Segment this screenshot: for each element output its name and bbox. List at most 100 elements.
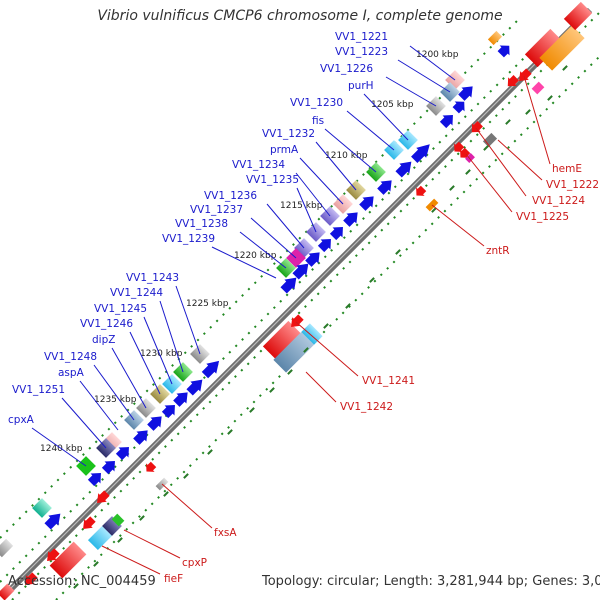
leader-line	[397, 59, 451, 93]
gene-label-forward: VV1_1246	[80, 318, 133, 330]
scale-tick	[449, 185, 455, 191]
leader-line	[299, 157, 344, 205]
gene-label-forward: VV1_1234	[232, 159, 285, 171]
leader-line	[475, 127, 527, 197]
cds-arrow	[87, 473, 101, 487]
leader-line	[79, 380, 119, 431]
leader-line	[101, 545, 161, 575]
scale-tick	[483, 145, 489, 151]
rna-arrow	[519, 68, 532, 81]
cds-arrow	[497, 45, 510, 58]
cds-arrow	[458, 86, 473, 101]
gene-label-forward: dipZ	[92, 334, 115, 346]
cds-arrow	[452, 101, 465, 114]
gene-label-reverse: VV1_1242	[340, 401, 393, 413]
gene-label-reverse: VV1_1224	[532, 195, 585, 207]
rna-arrow	[460, 147, 471, 158]
gene-label-forward: purH	[348, 80, 374, 92]
feature-block	[273, 327, 319, 373]
leader-line	[31, 427, 87, 467]
rna-arrow	[97, 490, 110, 503]
scale-tick	[117, 537, 123, 543]
feature-block	[32, 498, 52, 518]
cds-arrow	[292, 263, 309, 280]
rna-arrow	[25, 572, 38, 585]
leader-line	[295, 321, 359, 377]
leader-line	[431, 204, 485, 247]
feature-block	[563, 1, 593, 31]
gene-label-forward: VV1_1239	[162, 233, 215, 245]
accession-text: Accession: NC_004459	[8, 574, 156, 589]
cds-arrow	[133, 430, 148, 445]
gene-label-reverse: fieF	[164, 573, 183, 585]
leader-line	[315, 141, 357, 191]
cds-arrow	[305, 252, 320, 267]
cds-arrow	[343, 212, 358, 227]
leader-line	[159, 300, 184, 373]
kbp-tick-label: 1205 kbp	[371, 100, 414, 110]
scale-tick	[73, 583, 79, 589]
scale-tick	[139, 515, 145, 521]
genome-summary-text: Topology: circular; Length: 3,281,944 bp…	[262, 574, 600, 589]
rna-arrow	[291, 314, 304, 327]
feature-block	[524, 28, 564, 68]
gene-label-forward: VV1_1243	[126, 272, 179, 284]
rna-arrow	[507, 75, 519, 87]
rna-arrow	[83, 516, 96, 529]
scale-tick	[269, 387, 275, 393]
feature-block	[111, 513, 125, 527]
leader-line	[175, 285, 201, 355]
label-layer: 1200 kbp 1205 kbp 1210 kbp 1215 kbp 1220 kbp…	[8, 31, 599, 585]
rna-arrow	[454, 141, 465, 152]
scale-tick	[525, 109, 531, 115]
feature-block	[0, 538, 14, 558]
scale-tick	[207, 449, 213, 455]
leader-line	[324, 128, 377, 173]
gene-label-reverse: cpxP	[182, 557, 207, 569]
scale-tick	[287, 369, 293, 375]
leader-line	[363, 93, 409, 141]
gene-label-forward: VV1_1244	[110, 287, 163, 299]
kbp-tick-label: 1220 kbp	[234, 251, 277, 261]
scale-tick	[183, 473, 189, 479]
leader-line	[409, 45, 456, 81]
gene-label-reverse: VV1_1241	[362, 375, 415, 387]
scale-tick	[369, 277, 375, 283]
cds-arrow	[411, 144, 430, 163]
leader-line	[211, 246, 277, 279]
scale-tick	[323, 323, 329, 329]
kbp-tick-label: 1200 kbp	[416, 50, 459, 60]
cds-arrow	[439, 115, 453, 129]
feature-block	[531, 81, 545, 95]
gene-label-forward: aspA	[58, 367, 85, 379]
scale-tick	[163, 491, 169, 497]
gene-label-reverse: hemE	[552, 163, 582, 175]
cds-arrow	[359, 196, 374, 211]
leader-line	[385, 76, 437, 107]
kbp-tick-label: 1225 kbp	[186, 299, 229, 309]
rna-arrow	[146, 461, 157, 472]
scale-tick	[505, 119, 511, 125]
gene-label-forward: VV1_1237	[190, 204, 243, 216]
leader-line	[465, 153, 513, 213]
gene-label-forward: VV1_1226	[320, 63, 373, 75]
map-title: Vibrio vulnificus CMCP6 chromosome I, co…	[97, 8, 503, 24]
leader-line	[161, 483, 213, 529]
gene-label-forward: VV1_1230	[290, 97, 343, 109]
leader-line	[129, 331, 161, 395]
cds-arrow	[147, 416, 162, 431]
gene-label-forward: VV1_1245	[94, 303, 147, 315]
gene-label-forward: prmA	[270, 144, 299, 156]
gene-label-forward: fis	[312, 115, 324, 127]
feature-block	[487, 30, 503, 46]
leader-line	[111, 347, 147, 409]
rna-arrow	[47, 548, 60, 561]
leader-line	[346, 110, 395, 151]
leader-line	[239, 231, 287, 269]
leader-line	[266, 203, 305, 249]
gene-label-reverse: VV1_1225	[516, 211, 569, 223]
leader-line	[143, 316, 173, 385]
kbp-tick-label: 1210 kbp	[325, 151, 368, 161]
scale-tick	[303, 347, 309, 353]
